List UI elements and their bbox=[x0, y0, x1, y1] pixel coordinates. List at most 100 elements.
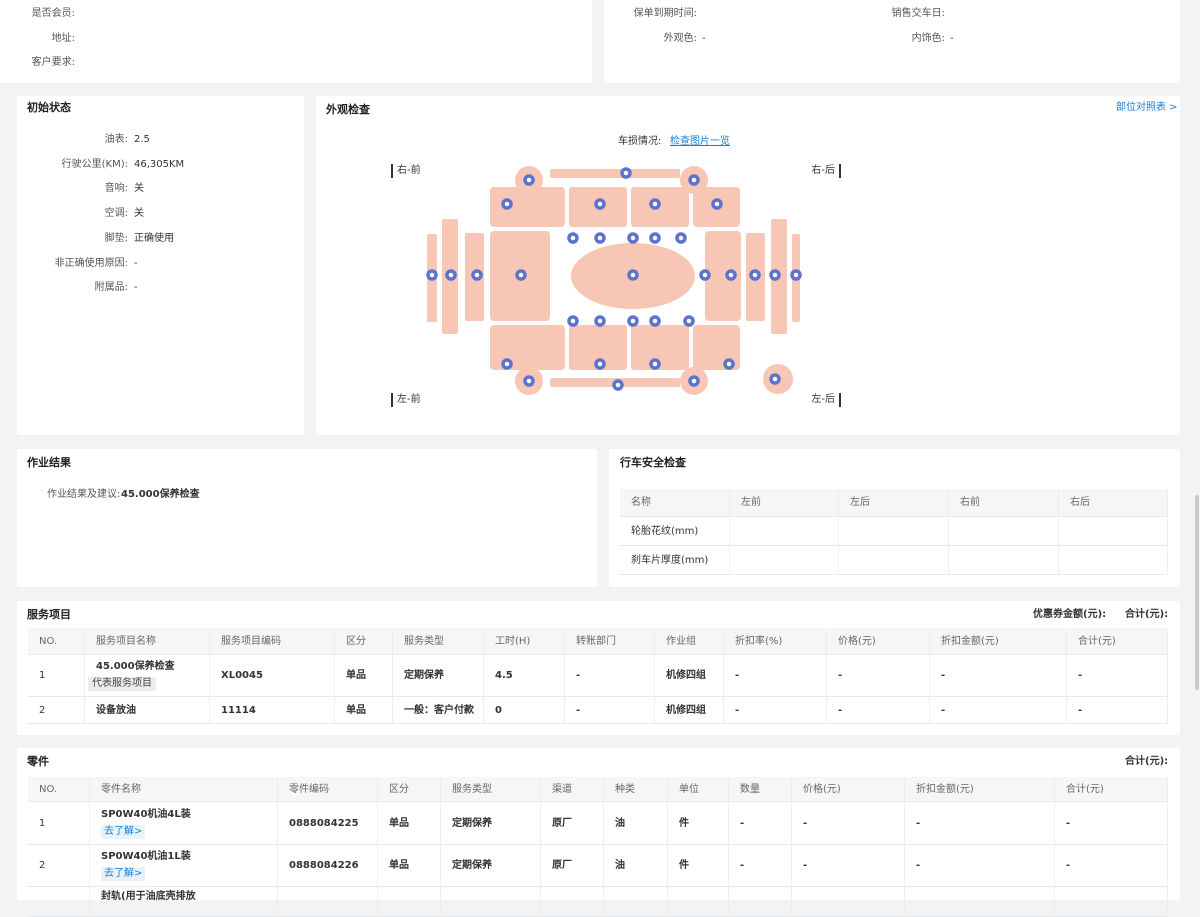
inspection-point[interactable] bbox=[688, 375, 700, 387]
table-header-cell bbox=[378, 777, 441, 802]
table-header: 折扣金额(元) bbox=[916, 783, 974, 795]
table-cell bbox=[28, 802, 90, 845]
table-cell bbox=[210, 697, 335, 724]
table-cell-text: 油 bbox=[615, 817, 625, 829]
inspection-point[interactable] bbox=[594, 315, 606, 327]
table-cell-text: - bbox=[941, 670, 946, 681]
inspection-point[interactable] bbox=[523, 375, 535, 387]
inspection-point[interactable] bbox=[790, 269, 802, 281]
inspection-point[interactable] bbox=[699, 269, 711, 281]
inspection-point[interactable] bbox=[688, 174, 700, 186]
inspection-point[interactable] bbox=[769, 269, 781, 281]
field-label: 非正确使用原因: bbox=[54, 257, 128, 269]
table-cell bbox=[729, 802, 792, 845]
learn-more-link[interactable]: 去了解> bbox=[101, 867, 146, 881]
inspection-point[interactable] bbox=[445, 269, 457, 281]
section-title: 初始状态 bbox=[27, 101, 71, 114]
table-header-cell bbox=[28, 628, 85, 655]
inspection-point[interactable] bbox=[567, 315, 579, 327]
field-value: - bbox=[950, 33, 954, 44]
table-cell bbox=[620, 517, 730, 546]
inspection-point[interactable] bbox=[523, 174, 535, 186]
table-cell bbox=[393, 655, 484, 697]
inspection-point[interactable] bbox=[683, 315, 695, 327]
table-cell bbox=[335, 655, 393, 697]
inspection-point[interactable] bbox=[594, 198, 606, 210]
inspection-point[interactable] bbox=[749, 269, 761, 281]
inspection-point[interactable] bbox=[769, 373, 781, 385]
inspection-point[interactable] bbox=[649, 198, 661, 210]
table-cell bbox=[792, 887, 905, 917]
table-cell bbox=[441, 802, 541, 845]
learn-more-link[interactable]: 去了解> bbox=[101, 824, 146, 839]
table-cell bbox=[949, 546, 1059, 575]
table-cell bbox=[278, 802, 378, 845]
table-cell-text: SP0W40机油4L装 bbox=[101, 808, 191, 820]
field-value: - bbox=[134, 282, 138, 294]
corner-label: 右-前 bbox=[391, 164, 421, 178]
field-value: 正确使用 bbox=[134, 232, 174, 244]
table-header: 区分 bbox=[389, 783, 409, 795]
table-header-cell bbox=[655, 628, 724, 655]
inspection-point[interactable] bbox=[711, 198, 723, 210]
inspection-point[interactable] bbox=[594, 232, 606, 244]
inspection-point[interactable] bbox=[501, 198, 513, 210]
table-cell-text: 2 bbox=[39, 860, 46, 871]
inspection-point[interactable] bbox=[725, 269, 737, 281]
inspection-point[interactable] bbox=[471, 269, 483, 281]
table-cell-text: 机修四组 bbox=[666, 704, 706, 716]
reference-link[interactable]: 部位对照表 > bbox=[1116, 102, 1178, 113]
service-tag: 代表服务项目 bbox=[88, 677, 156, 691]
table-header-cell bbox=[541, 777, 604, 802]
table-header: 区分 bbox=[346, 635, 366, 647]
inspection-point[interactable] bbox=[627, 232, 639, 244]
table-cell-text: 4.5 bbox=[495, 670, 513, 681]
total-label: 合计(元): bbox=[1125, 609, 1169, 620]
table-header: 渠道 bbox=[552, 783, 572, 795]
inspection-point[interactable] bbox=[649, 315, 661, 327]
table-cell bbox=[484, 655, 565, 697]
inspection-point[interactable] bbox=[594, 358, 606, 370]
inspection-point[interactable] bbox=[723, 358, 735, 370]
field-label: 客户要求: bbox=[31, 57, 75, 68]
field-value: 45.000保养检查 bbox=[121, 489, 200, 500]
section-title: 作业结果 bbox=[27, 456, 71, 469]
inspection-point[interactable] bbox=[501, 358, 513, 370]
table-cell bbox=[730, 546, 839, 575]
table-cell bbox=[905, 802, 1055, 845]
table-header-cell bbox=[620, 489, 730, 517]
table-cell bbox=[335, 697, 393, 724]
table-cell bbox=[655, 655, 724, 697]
inspection-point[interactable] bbox=[426, 269, 438, 281]
inspection-point[interactable] bbox=[515, 269, 527, 281]
table-header-cell bbox=[335, 628, 393, 655]
table-header: 左前 bbox=[741, 497, 761, 508]
inspection-point[interactable] bbox=[612, 379, 624, 391]
field-value: 关 bbox=[134, 208, 144, 220]
table-header-cell bbox=[484, 628, 565, 655]
table-cell bbox=[1055, 887, 1168, 917]
inspection-point[interactable] bbox=[627, 315, 639, 327]
table-header-cell bbox=[85, 628, 210, 655]
table-cell-text: - bbox=[735, 670, 740, 681]
table-cell bbox=[930, 697, 1067, 724]
inspection-point[interactable] bbox=[649, 358, 661, 370]
table-header: 服务类型 bbox=[404, 635, 444, 647]
inspection-point[interactable] bbox=[649, 232, 661, 244]
table-cell bbox=[441, 887, 541, 917]
table-cell-text: XL0045 bbox=[221, 670, 263, 681]
inspection-point[interactable] bbox=[675, 232, 687, 244]
table-cell-text: 1 bbox=[39, 817, 46, 829]
table-cell-text: 机修四组 bbox=[666, 670, 706, 681]
table-cell bbox=[668, 845, 729, 887]
field-label: 地址: bbox=[51, 33, 75, 44]
inspection-point[interactable] bbox=[627, 269, 639, 281]
table-cell-text: - bbox=[1066, 860, 1071, 871]
inspection-point[interactable] bbox=[567, 232, 579, 244]
inspection-point[interactable] bbox=[620, 167, 632, 179]
field-value: - bbox=[134, 257, 138, 269]
damage-link[interactable]: 检查图片一览 bbox=[670, 136, 730, 147]
section-title: 服务项目 bbox=[27, 608, 71, 621]
table-cell bbox=[28, 845, 90, 887]
table-header: 种类 bbox=[615, 783, 635, 795]
